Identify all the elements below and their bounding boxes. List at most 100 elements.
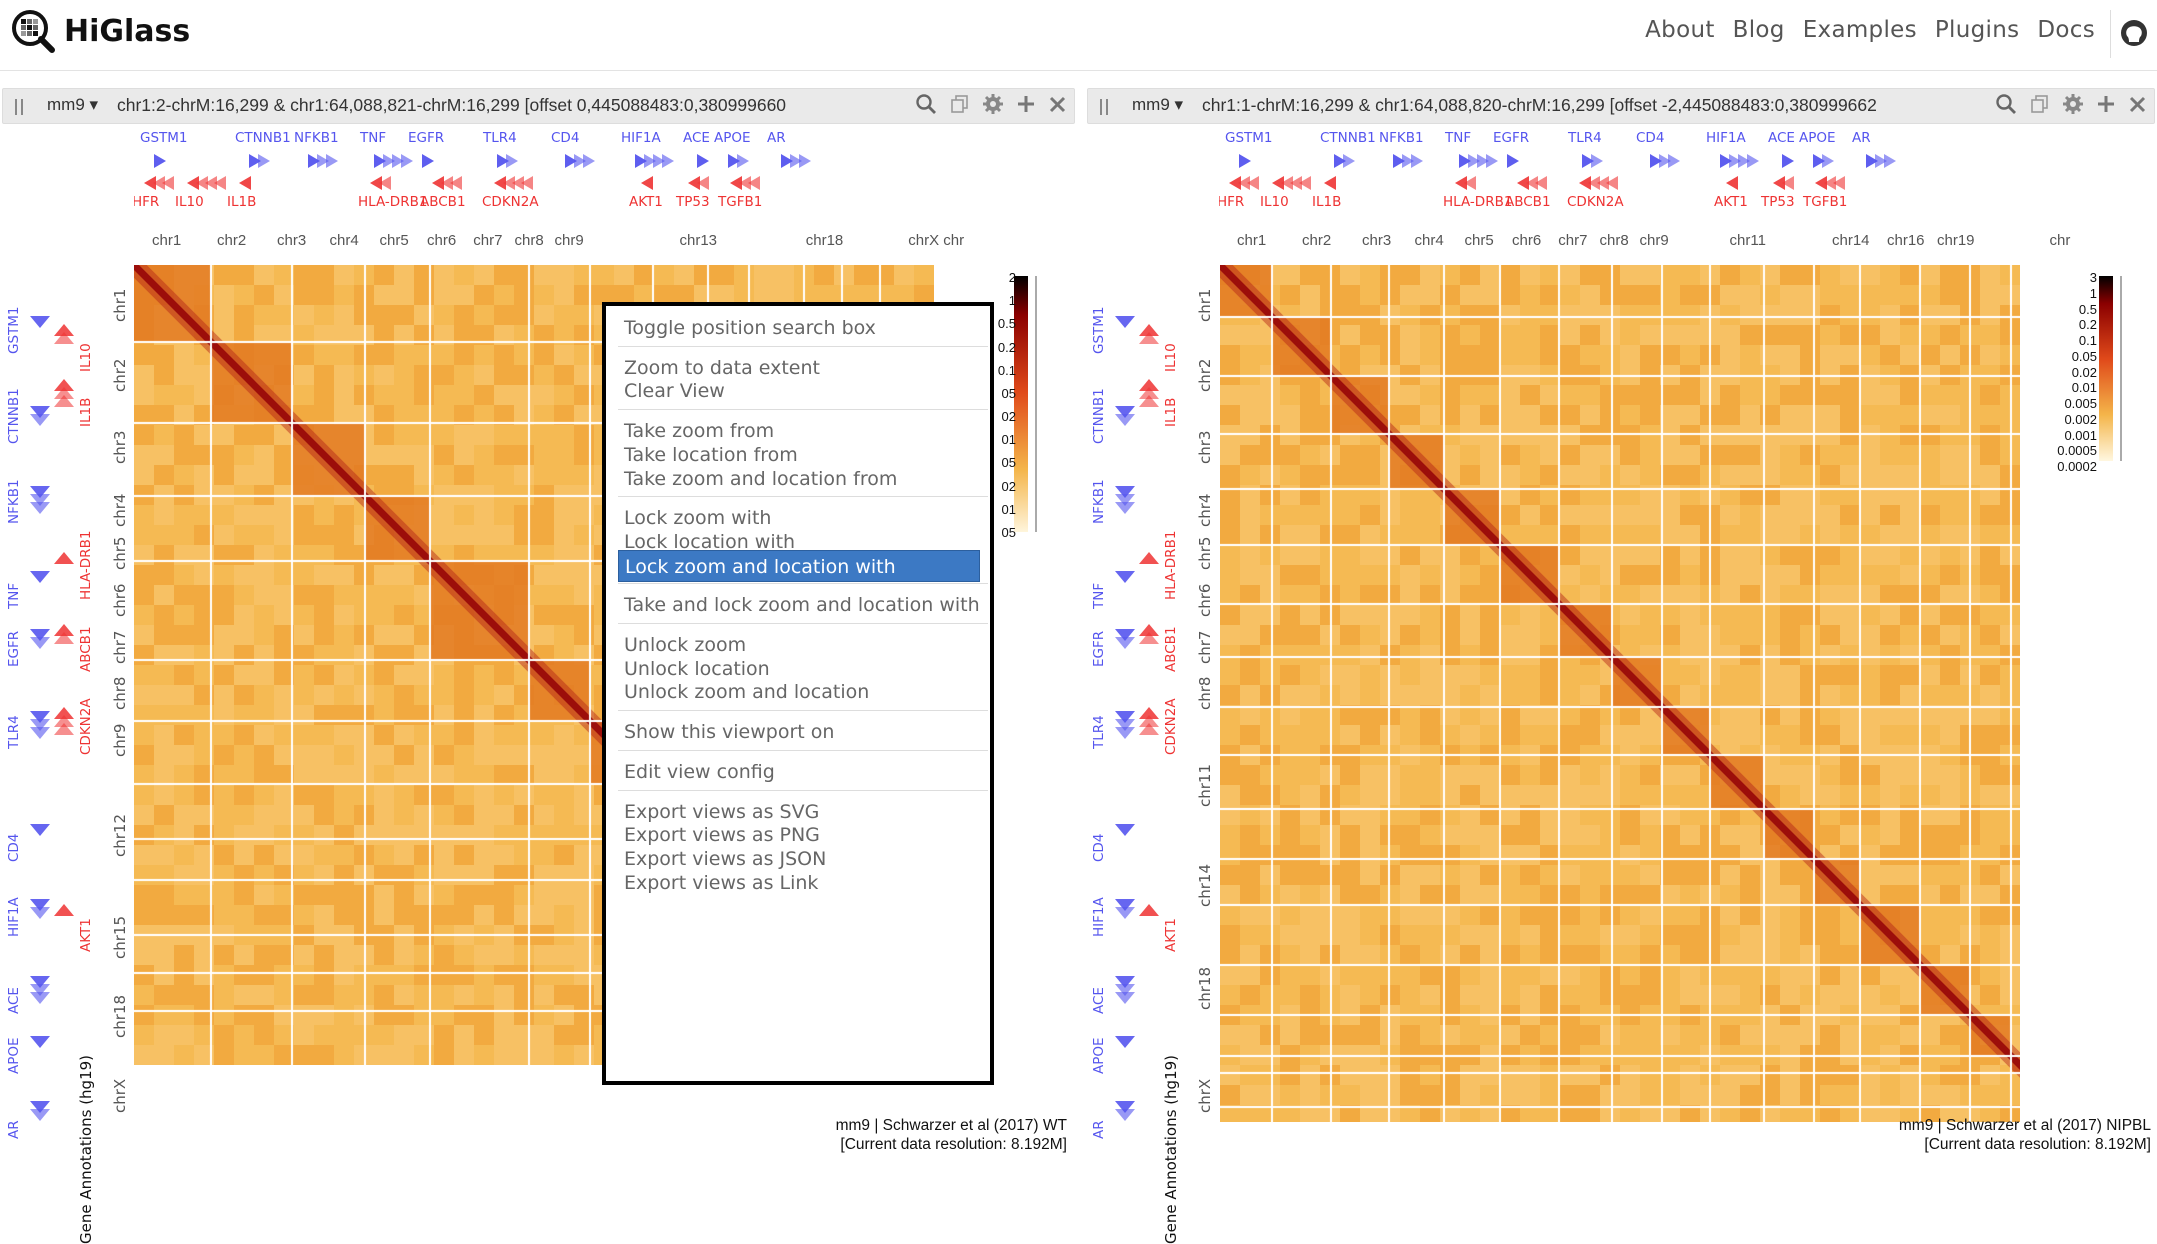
- drag-handle-icon[interactable]: [15, 99, 23, 115]
- gene-arrow-down-icon[interactable]: [1113, 822, 1139, 852]
- gene-arrow-minus-icon[interactable]: [432, 176, 444, 190]
- gene-arrow-down-icon[interactable]: [28, 709, 54, 739]
- gene-arrow-plus-icon[interactable]: [1477, 154, 1489, 168]
- gene-label-minus[interactable]: IL10: [1260, 194, 1289, 210]
- gene-arrow-down-icon[interactable]: [1113, 1099, 1139, 1129]
- gene-arrow-minus-icon[interactable]: [1455, 176, 1467, 190]
- nav-plugins[interactable]: Plugins: [1934, 17, 2020, 43]
- gene-arrow-up-icon[interactable]: [1137, 705, 1163, 735]
- menu-item-lock-zoom-and-location-with[interactable]: Lock zoom and location with: [618, 549, 980, 582]
- gene-arrow-minus-icon[interactable]: [144, 176, 156, 190]
- gene-label-plus[interactable]: CTNNB1: [1320, 132, 1376, 146]
- menu-item-take-location-from[interactable]: Take location from: [624, 443, 798, 466]
- gene-arrow-minus-icon[interactable]: [1281, 176, 1293, 190]
- gene-arrow-minus-icon[interactable]: [641, 176, 653, 190]
- gene-arrow-down-icon[interactable]: [28, 314, 54, 344]
- gene-label-plus[interactable]: CD4: [1636, 132, 1664, 146]
- gene-arrow-minus-icon[interactable]: [450, 176, 462, 190]
- menu-item-lock-location-with[interactable]: Lock location with: [624, 530, 796, 553]
- close-icon[interactable]: [1049, 96, 1066, 113]
- gene-arrow-minus-icon[interactable]: [187, 176, 199, 190]
- gene-arrow-plus-icon[interactable]: [317, 154, 329, 168]
- gene-label-minus[interactable]: TGFB1: [1802, 194, 1847, 210]
- gene-arrow-up-icon[interactable]: [1137, 322, 1163, 352]
- gene-label-plus[interactable]: ACE: [683, 132, 710, 146]
- gene-arrow-minus-icon[interactable]: [748, 176, 760, 190]
- gene-label-plus[interactable]: EGFR: [408, 132, 444, 146]
- github-icon[interactable]: [2119, 18, 2149, 48]
- gene-arrow-down-icon[interactable]: [28, 484, 54, 514]
- close-icon[interactable]: [2129, 96, 2146, 113]
- gear-icon[interactable]: [983, 94, 1003, 114]
- gene-arrow-plus-icon[interactable]: [1393, 154, 1405, 168]
- gene-arrow-minus-icon[interactable]: [1299, 176, 1311, 190]
- menu-item-export-views-as-link[interactable]: Export views as Link: [624, 871, 819, 894]
- gear-icon[interactable]: [2063, 94, 2083, 114]
- higlass-logo-icon[interactable]: [10, 8, 56, 54]
- gene-arrow-plus-icon[interactable]: [1402, 154, 1414, 168]
- gene-arrow-minus-icon[interactable]: [1247, 176, 1259, 190]
- gene-arrow-plus-icon[interactable]: [1729, 154, 1741, 168]
- gene-arrow-minus-icon[interactable]: [153, 176, 165, 190]
- gene-arrow-down-icon[interactable]: [28, 1099, 54, 1129]
- gene-arrow-up-icon[interactable]: [52, 705, 78, 735]
- gene-label-plus[interactable]: GSTM1: [1225, 132, 1273, 146]
- gene-arrow-plus-icon[interactable]: [1866, 154, 1878, 168]
- gene-label-minus[interactable]: IL10: [175, 194, 204, 210]
- menu-item-lock-zoom-with[interactable]: Lock zoom with: [624, 507, 772, 530]
- gene-arrow-plus-icon[interactable]: [1343, 154, 1355, 168]
- gene-arrow-up-icon[interactable]: [52, 322, 78, 352]
- gene-label-plus[interactable]: GSTM1: [140, 132, 188, 146]
- gene-label-plus[interactable]: TLR4: [1567, 132, 1602, 146]
- gene-arrow-plus-icon[interactable]: [308, 154, 320, 168]
- menu-item-take-zoom-from[interactable]: Take zoom from: [624, 420, 775, 443]
- gene-arrow-minus-icon[interactable]: [239, 176, 251, 190]
- gene-arrow-minus-icon[interactable]: [697, 176, 709, 190]
- gene-arrow-minus-icon[interactable]: [162, 176, 174, 190]
- gene-arrow-plus-icon[interactable]: [506, 154, 518, 168]
- gene-arrow-down-icon[interactable]: [1113, 314, 1139, 344]
- search-icon[interactable]: [915, 93, 937, 115]
- gene-arrow-minus-icon[interactable]: [1815, 176, 1827, 190]
- gene-arrow-plus-icon[interactable]: [401, 154, 413, 168]
- gene-arrow-plus-icon[interactable]: [1884, 154, 1896, 168]
- gene-label-minus[interactable]: HFR: [1219, 194, 1244, 210]
- gene-arrow-plus-icon[interactable]: [728, 154, 740, 168]
- gene-arrow-plus-icon[interactable]: [565, 154, 577, 168]
- gene-arrow-down-icon[interactable]: [28, 627, 54, 657]
- gene-arrow-plus-icon[interactable]: [583, 154, 595, 168]
- heatmap-colorbar[interactable]: [1012, 274, 1062, 532]
- gene-label-minus[interactable]: AKT1: [629, 194, 663, 210]
- gene-arrow-plus-icon[interactable]: [790, 154, 802, 168]
- menu-item-export-views-as-json[interactable]: Export views as JSON: [624, 847, 827, 870]
- gene-label-minus[interactable]: TP53: [675, 194, 710, 210]
- gene-arrow-plus-icon[interactable]: [497, 154, 509, 168]
- gene-arrow-plus-icon[interactable]: [1334, 154, 1346, 168]
- gene-arrow-up-icon[interactable]: [1137, 622, 1163, 652]
- menu-item-export-views-as-png[interactable]: Export views as PNG: [624, 824, 820, 847]
- gene-arrow-down-icon[interactable]: [28, 897, 54, 927]
- menu-item-take-zoom-and-location-from[interactable]: Take zoom and location from: [624, 467, 898, 490]
- menu-item-toggle-position-search-box[interactable]: Toggle position search box: [624, 317, 876, 339]
- gene-arrow-minus-icon[interactable]: [730, 176, 742, 190]
- gene-label-plus[interactable]: TLR4: [482, 132, 517, 146]
- gene-arrow-plus-icon[interactable]: [1813, 154, 1825, 168]
- gene-arrow-minus-icon[interactable]: [1597, 176, 1609, 190]
- gene-arrow-minus-icon[interactable]: [379, 176, 391, 190]
- gene-arrow-plus-icon[interactable]: [383, 154, 395, 168]
- gene-arrow-plus-icon[interactable]: [1720, 154, 1732, 168]
- gene-arrow-plus-icon[interactable]: [422, 154, 434, 168]
- gene-arrow-plus-icon[interactable]: [1239, 154, 1251, 168]
- gene-label-minus[interactable]: TP53: [1760, 194, 1795, 210]
- gene-arrow-plus-icon[interactable]: [154, 154, 166, 168]
- gene-arrow-plus-icon[interactable]: [635, 154, 647, 168]
- gene-arrow-minus-icon[interactable]: [1272, 176, 1284, 190]
- gene-arrow-plus-icon[interactable]: [1659, 154, 1671, 168]
- gene-arrow-minus-icon[interactable]: [739, 176, 751, 190]
- gene-arrow-minus-icon[interactable]: [1229, 176, 1241, 190]
- menu-item-clear-view[interactable]: Clear View: [624, 380, 725, 403]
- gene-arrow-down-icon[interactable]: [28, 1034, 54, 1064]
- gene-arrow-plus-icon[interactable]: [653, 154, 665, 168]
- gene-label-plus[interactable]: APOE: [714, 132, 751, 146]
- gene-arrow-plus-icon[interactable]: [249, 154, 261, 168]
